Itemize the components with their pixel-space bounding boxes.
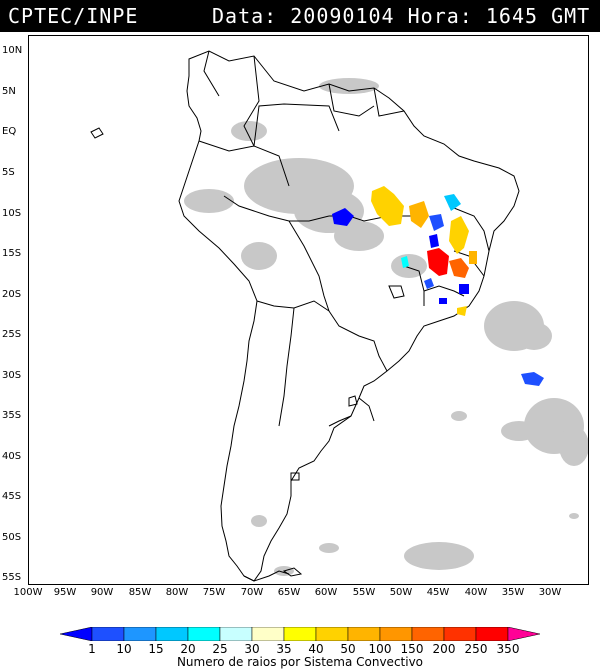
lat-label: 15S: [2, 248, 22, 259]
lat-label: 25S: [2, 329, 22, 340]
datetime-label: Data: 20090104 Hora: 1645 GMT: [212, 4, 591, 28]
map-frame: [28, 35, 589, 585]
lon-label: 45W: [426, 587, 450, 598]
legend-swatch: [347, 627, 381, 641]
lon-label: 75W: [202, 587, 226, 598]
lat-label: 50S: [2, 532, 22, 543]
legend-swatch: [315, 627, 349, 641]
source-label: CPTEC/INPE: [8, 4, 139, 28]
islands: [90, 127, 358, 577]
lon-label: 65W: [277, 587, 301, 598]
lat-label: 20S: [2, 289, 22, 300]
convective-systems: [332, 186, 544, 386]
legend-value: 20: [180, 642, 196, 656]
legend-value: 350: [496, 642, 520, 656]
lon-label: 85W: [128, 587, 152, 598]
cloud-cover: [184, 78, 589, 576]
lat-label: 40S: [2, 451, 22, 462]
legend-swatch: [379, 627, 413, 641]
lon-label: 55W: [352, 587, 376, 598]
lat-label: 10N: [2, 45, 23, 56]
lat-label: 5S: [2, 167, 15, 178]
legend-value: 10: [116, 642, 132, 656]
land-outline: [178, 50, 520, 582]
lat-label: 10S: [2, 208, 22, 219]
lat-label: 5N: [2, 86, 16, 97]
lat-label: 35S: [2, 410, 22, 421]
lat-label: 55S: [2, 572, 22, 583]
legend-value: 15: [148, 642, 164, 656]
legend-value: 25: [212, 642, 228, 656]
lon-label: 30W: [538, 587, 562, 598]
legend-swatch: [411, 627, 445, 641]
legend-value: 30: [244, 642, 260, 656]
map-canvas: [90, 50, 589, 582]
legend-swatch: [283, 627, 317, 641]
legend-swatch: [443, 627, 477, 641]
legend-swatch: [475, 627, 509, 641]
lon-label: 90W: [90, 587, 114, 598]
legend-swatch: [123, 627, 157, 641]
lon-label: 35W: [501, 587, 525, 598]
legend-value: 1: [88, 642, 96, 656]
legend-colorbar: [60, 627, 540, 641]
lon-label: 100W: [13, 587, 43, 598]
legend-swatch: [155, 627, 189, 641]
legend-value: 35: [276, 642, 292, 656]
lon-label: 95W: [53, 587, 77, 598]
legend-swatch: [60, 627, 93, 641]
legend-value: 100: [368, 642, 392, 656]
legend-value: 150: [400, 642, 424, 656]
legend-swatch: [91, 627, 125, 641]
legend-title: Numero de raios por Sistema Convectivo: [176, 655, 424, 669]
lat-label: EQ: [2, 126, 17, 137]
lon-label: 60W: [314, 587, 338, 598]
title-bar: CPTEC/INPE Data: 20090104 Hora: 1645 GMT: [0, 0, 600, 32]
legend-value: 250: [464, 642, 488, 656]
lon-label: 80W: [165, 587, 189, 598]
lon-label: 50W: [389, 587, 413, 598]
legend-value: 50: [340, 642, 356, 656]
lat-label: 45S: [2, 491, 22, 502]
lon-label: 70W: [240, 587, 264, 598]
legend-swatches: [60, 627, 540, 641]
lon-label: 40W: [464, 587, 488, 598]
legend-swatch: [507, 627, 540, 641]
legend-swatch: [187, 627, 221, 641]
legend-value: 40: [308, 642, 324, 656]
legend-swatch: [251, 627, 285, 641]
legend-value: 200: [432, 642, 456, 656]
legend-swatch: [219, 627, 253, 641]
lat-label: 30S: [2, 370, 22, 381]
